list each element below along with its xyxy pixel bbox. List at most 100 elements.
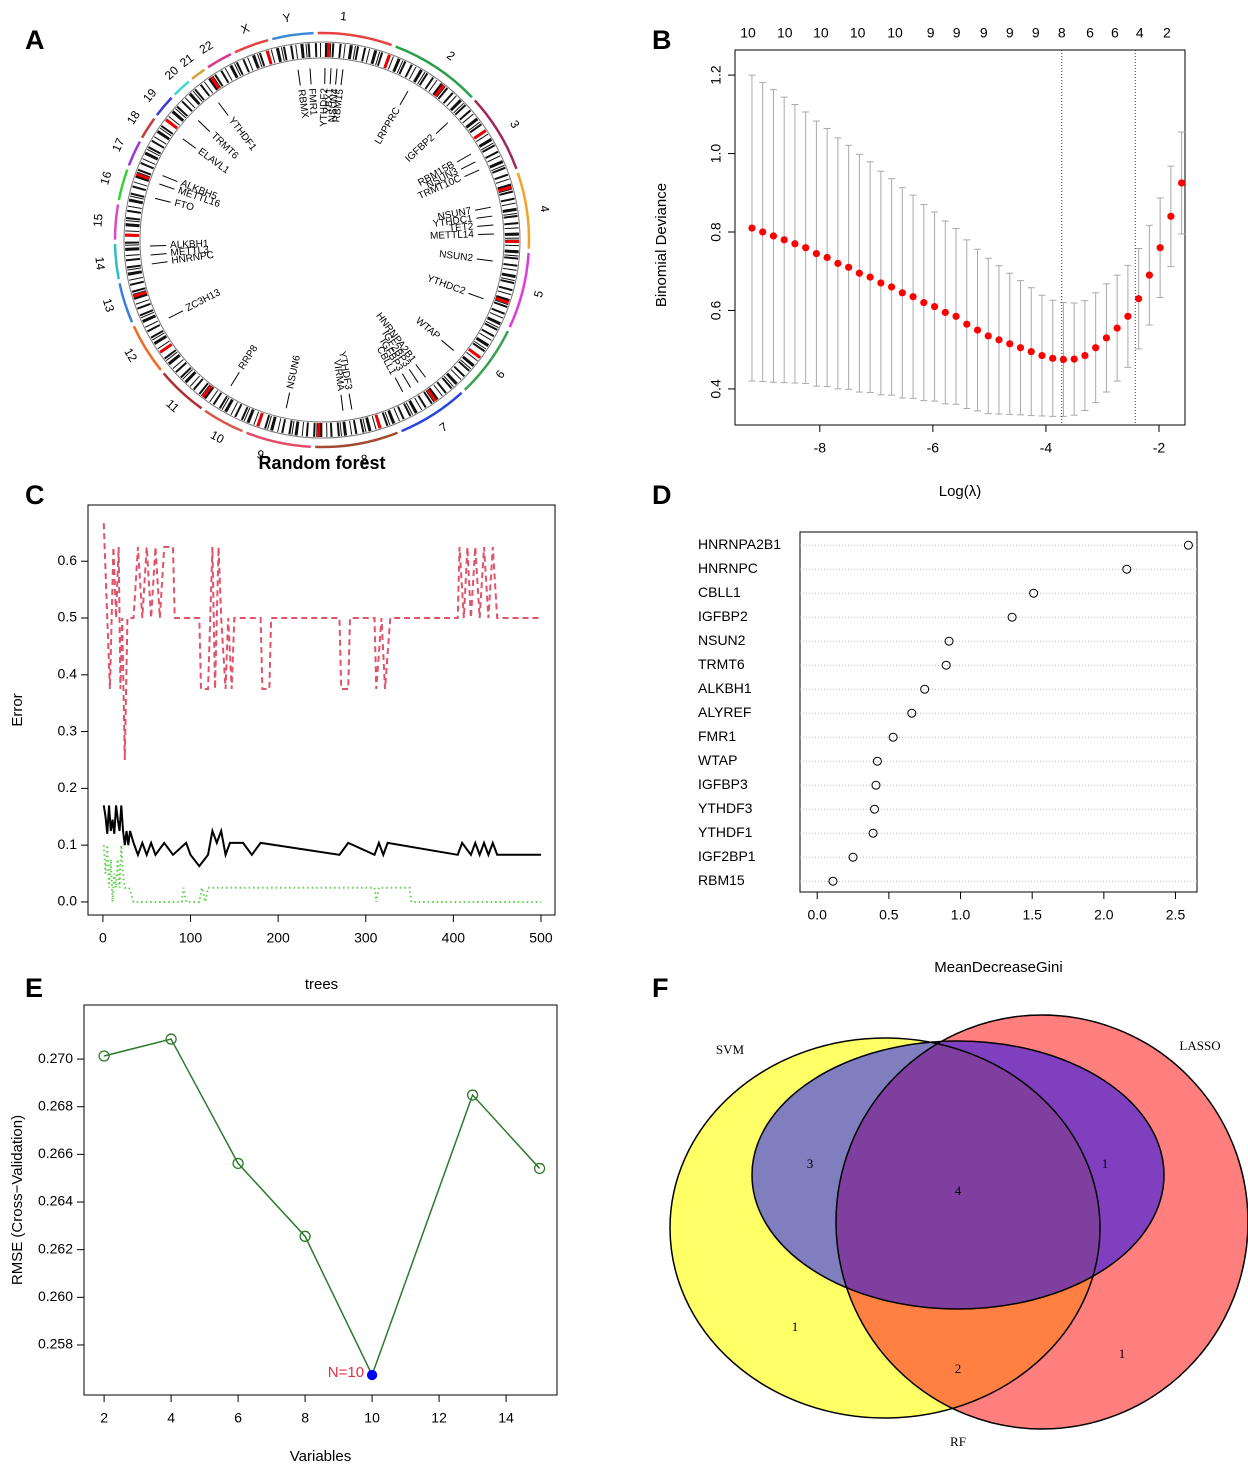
y-tick-label: 0.262 [38,1240,73,1256]
chromosome-arc [395,45,473,99]
region-count: 1 [1119,1346,1126,1361]
point [973,326,982,334]
point [984,332,992,340]
category-label: ALKBH1 [698,680,752,696]
point [748,224,756,232]
chromosome-arc [271,31,314,41]
gene-label: NSUN6 [285,354,303,390]
chromosome-label: 4 [537,204,552,213]
venn-outline [669,1037,1101,1419]
x-tick-label: 500 [529,930,553,946]
point [780,236,788,244]
gene-label: LRPPRC [373,106,403,147]
point [1007,612,1017,622]
gene-label: RBM15 [331,88,346,123]
top-tick-label: 10 [777,25,793,41]
line-series [103,1038,541,1377]
top-tick-label: 9 [1006,25,1014,41]
point [299,1230,311,1242]
gene-link [182,138,197,149]
gene-link [285,392,291,409]
gene-label: TET2 [449,221,475,234]
point [898,289,906,297]
chromosome-label: 10 [208,428,227,447]
gene-link [151,261,168,265]
chromosome-label: 6 [493,367,508,381]
point [802,244,810,252]
x-tick-label: -6 [927,440,940,456]
gene-link [154,197,171,203]
gene-link [399,90,409,106]
gene-link [329,68,332,85]
x-tick-label: 400 [442,930,466,946]
y-tick-label: 0.6 [58,552,78,568]
y-tick-label: 1.0 [708,144,724,164]
point [995,336,1003,344]
top-tick-label: 9 [953,25,961,41]
point [870,804,880,814]
x-tick-label: 12 [431,1410,447,1426]
category-label: IGF2BP1 [698,848,756,864]
gene-link [476,215,493,219]
gene-link [456,153,472,163]
gene-label: RBMX [295,89,310,119]
category-label: FMR1 [698,728,736,744]
chromosome-label: 20 [162,63,182,83]
chromosome-arc [207,52,232,69]
chromosome-arc [173,80,190,96]
point [366,1369,378,1381]
panel-label: E [25,973,43,1003]
chromosome-label: Y [282,10,292,25]
x-tick-label: 2 [100,1410,108,1426]
x-tick-label: 2.5 [1166,907,1186,923]
y-tick-label: 0.0 [58,893,78,909]
top-tick-label: 10 [813,25,829,41]
gene-label: NSUN2 [439,249,474,264]
point [1038,351,1046,360]
gene-link [441,339,455,351]
plot-frame [87,504,556,916]
point [98,1050,110,1062]
chromosome-arc [162,372,203,410]
gene-label: IGFBP2 [403,132,437,165]
point [1122,564,1132,574]
x-tick-label: 14 [498,1410,514,1426]
gene-label: WTAP [413,315,442,342]
gene-link [162,175,178,183]
point [1006,340,1014,348]
line-series [102,523,541,760]
y-tick-label: 0.266 [38,1145,73,1161]
point [963,320,971,328]
gene-label: METTL3 [170,245,210,259]
category-label: WTAP [698,752,737,768]
region-count: 1 [1102,1156,1109,1171]
ideogram-red [125,43,519,437]
chromosome-label: 5 [531,289,546,299]
category-label: HNRNPC [698,560,758,576]
set-label: SVM [716,1042,745,1057]
point [466,1089,479,1101]
y-tick-label: 0.4 [58,665,78,681]
point [834,259,842,267]
panel-label: F [652,973,669,1003]
chromosome-label: 3 [507,118,523,131]
top-tick-label: 9 [927,25,935,41]
gene-link [468,292,484,300]
point [1135,295,1143,303]
top-tick-label: 10 [850,25,866,41]
gene-link [408,369,419,383]
y-tick-label: 0.8 [708,222,724,242]
chromosome-arc [127,140,142,166]
chromosome-label: X [239,21,251,37]
top-tick-label: 6 [1111,25,1119,41]
panel-label: C [25,480,45,510]
top-tick-label: 10 [887,25,903,41]
point [952,312,960,320]
top-tick-label: 9 [1032,25,1040,41]
gene-link [230,372,240,387]
point [828,876,838,886]
chromosome-label: 13 [100,297,117,314]
region-count: 1 [792,1319,799,1334]
x-tick-label: 1.5 [1022,907,1042,923]
